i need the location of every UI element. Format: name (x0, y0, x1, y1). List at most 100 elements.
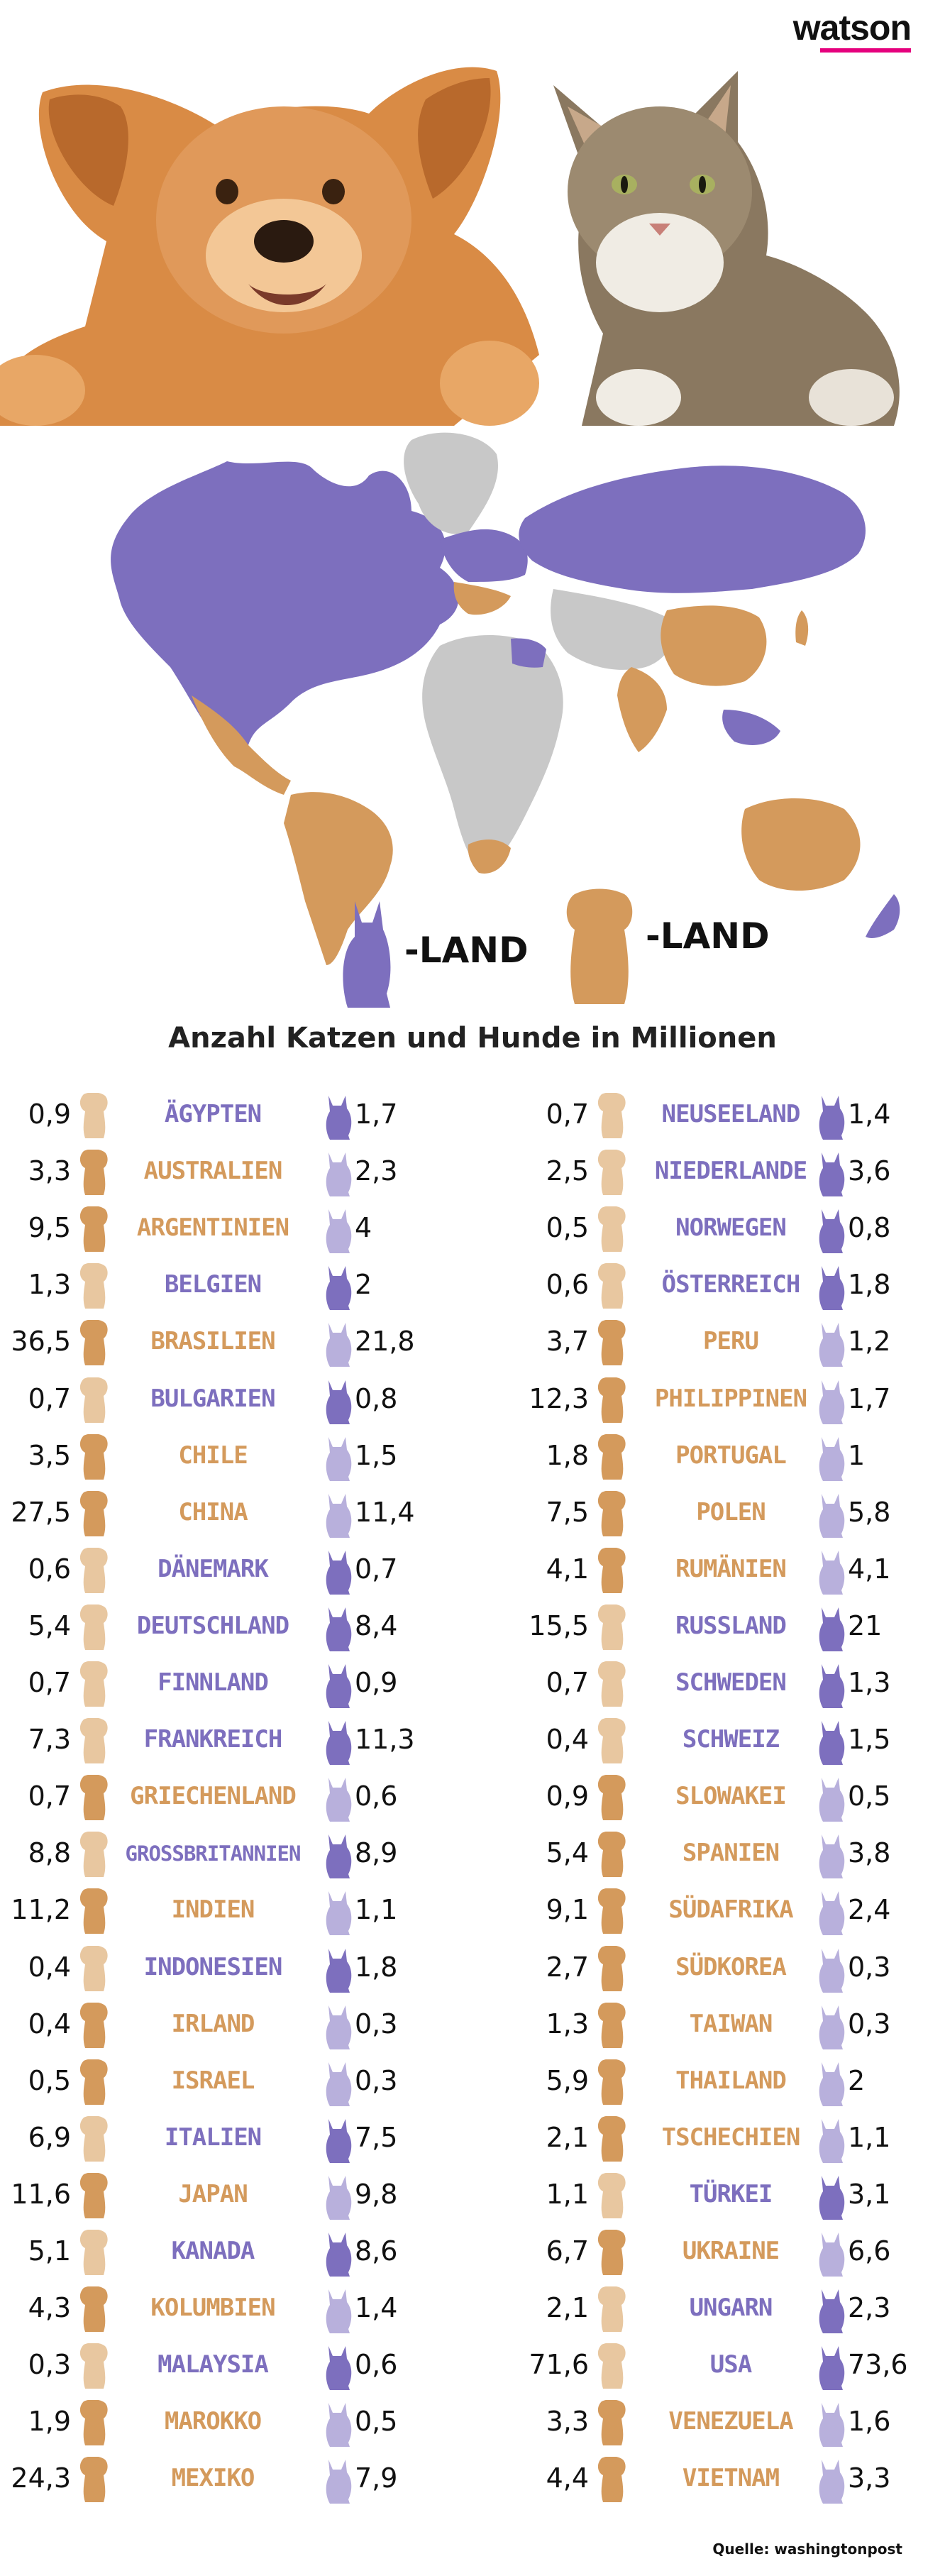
country-name: SCHWEDEN (675, 1668, 787, 1697)
dog-count: 2,7 (546, 1951, 589, 1983)
dog-count: 0,6 (546, 1269, 589, 1301)
cat-icon (816, 1661, 847, 1708)
dog-icon (78, 1661, 109, 1708)
cat-icon (323, 1377, 354, 1424)
table-row: 0,7 FINNLAND 0,9 (0, 1658, 945, 1711)
dog-count: 4,1 (546, 1553, 589, 1585)
legend-cat-icon (343, 901, 391, 1008)
dog-count: 3,7 (546, 1326, 589, 1358)
cat-icon (816, 2457, 847, 2504)
cat-icon (323, 1888, 354, 1936)
dog-icon (596, 2343, 627, 2390)
country-name: NIEDERLANDE (654, 1157, 807, 1186)
cat-icon (816, 2003, 847, 2049)
dog-count: 0,7 (28, 1382, 71, 1414)
dog-icon (78, 2229, 109, 2277)
table-row: 3,5 CHILE 1,5 (0, 1431, 945, 1484)
dog-icon (78, 1944, 109, 1993)
dog-count: 6,9 (28, 2121, 71, 2153)
country-name: RUMÄNIEN (675, 1554, 787, 1583)
cat-icon (323, 1150, 354, 1197)
table-row: 27,5 CHINA 11,4 (0, 1488, 945, 1541)
dog-icon (596, 2286, 627, 2333)
table-row: 5,1 KANADA 8,6 (0, 2227, 945, 2279)
country-name: MAROKKO (164, 2407, 262, 2436)
dog-icon (596, 1547, 627, 1595)
table-row: 0,7 SCHWEDEN 1,3 (0, 1658, 945, 1711)
dog-count: 7,3 (28, 1724, 71, 1756)
cat-icon (816, 1206, 847, 1254)
table-row: 71,6 USA 73,6 (0, 2340, 945, 2393)
cat-count: 1,4 (355, 2292, 398, 2324)
cat-count: 0,3 (355, 2064, 398, 2096)
cat-icon (816, 2059, 847, 2106)
table-row: 1,8 PORTUGAL 1 (0, 1431, 945, 1484)
country-name: PORTUGAL (675, 1441, 787, 1470)
table-row: 24,3 MEXIKO 7,9 (0, 2454, 945, 2506)
table-row: 0,5 ISRAEL 0,3 (0, 2057, 945, 2109)
cat-icon (323, 2230, 354, 2277)
country-name: BRASILIEN (150, 1327, 275, 1356)
cat-icon (323, 1605, 354, 1651)
map-mexico-dog (192, 695, 291, 795)
dog-icon (78, 1092, 109, 1140)
cat-icon (323, 1093, 354, 1140)
cat-icon (816, 1093, 847, 1140)
cat-icon (323, 1263, 354, 1311)
dog-count: 3,3 (546, 2406, 589, 2438)
map-russia-cat (519, 466, 866, 593)
dog-icon (596, 1661, 627, 1708)
table-row: 0,7 NEUSEELAND 1,4 (0, 1090, 945, 1143)
dog-icon (78, 1262, 109, 1310)
dog-icon (596, 1490, 627, 1538)
cat-icon (816, 2400, 847, 2448)
cat-icon (323, 1548, 354, 1595)
dog-count: 0,9 (546, 1780, 589, 1812)
table-row: 4,4 VIETNAM 3,3 (0, 2454, 945, 2506)
table-row: 9,1 SÜDAFRIKA 2,4 (0, 1886, 945, 1938)
country-name: USA (709, 2350, 752, 2379)
dog-count: 9,5 (28, 1212, 71, 1244)
country-name: SPANIEN (682, 1839, 780, 1868)
dog-icon (596, 1092, 627, 1140)
table-row: 3,7 PERU 1,2 (0, 1317, 945, 1370)
cat-icon (323, 2116, 354, 2163)
brand-logo: watson (792, 8, 912, 48)
table-row: 36,5 BRASILIEN 21,8 (0, 1317, 945, 1370)
cat-count: 2,4 (848, 1894, 891, 1926)
country-name: UKRAINE (682, 2237, 780, 2265)
dog-icon (78, 2058, 109, 2106)
country-name: SLOWAKEI (675, 1782, 787, 1811)
cat-icon (323, 1206, 354, 1254)
dog-count: 1,9 (28, 2406, 71, 2438)
map-asia-grey (551, 589, 673, 670)
cat-count: 3,8 (848, 1837, 891, 1869)
dog-icon (596, 1262, 627, 1310)
cat-count: 1,7 (355, 1099, 398, 1130)
table-row: 5,4 SPANIEN 3,8 (0, 1829, 945, 1881)
dog-icon (596, 1319, 627, 1367)
dog-icon (596, 1888, 627, 1935)
legend: -LAND -LAND (333, 887, 773, 1008)
dog-icon (78, 2172, 109, 2220)
cat-count: 8,6 (355, 2235, 398, 2267)
dog-illustration (0, 67, 539, 426)
dog-count: 3,5 (28, 1439, 71, 1471)
map-japan-dog (795, 610, 809, 646)
country-name: TSCHECHIEN (661, 2123, 801, 2152)
cat-count: 1 (848, 1439, 866, 1471)
cat-count: 0,3 (848, 1951, 891, 1983)
country-name: TAIWAN (689, 2009, 773, 2038)
cat-icon (816, 2286, 847, 2334)
dog-icon (78, 2001, 109, 2049)
cat-count: 1,1 (848, 2121, 891, 2153)
dog-count: 1,8 (546, 1439, 589, 1471)
dog-icon (596, 2456, 627, 2504)
dog-count: 0,3 (28, 2349, 71, 2381)
dog-icon (78, 1319, 109, 1367)
cat-count: 1,8 (355, 1951, 398, 1983)
country-name: ARGENTINIEN (136, 1213, 289, 1243)
dog-count: 4,4 (546, 2462, 589, 2494)
dog-count: 1,1 (546, 2178, 589, 2210)
cat-count: 0,5 (355, 2406, 398, 2438)
